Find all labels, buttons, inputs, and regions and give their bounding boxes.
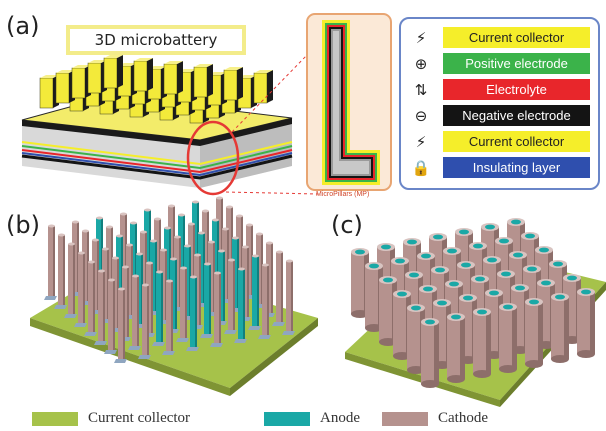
panel-c-cylinder-array: [351, 218, 595, 388]
legend-cathode: Cathode: [382, 410, 488, 427]
anode-swatch: [264, 411, 310, 426]
legend-label-current-collector: Current collector: [88, 410, 191, 426]
legend-row-current-collector-top: ⚡ Current collector: [409, 27, 590, 48]
cathode-swatch: [382, 411, 428, 426]
legend-label-cathode: Cathode: [438, 410, 488, 426]
legend-bar: Negative electrode: [443, 105, 590, 126]
lock-icon: 🔒: [411, 158, 431, 177]
legend-bar: Current collector: [443, 27, 590, 48]
legend-bar: Insulating layer: [443, 157, 590, 178]
legend-label: Negative electrode: [462, 108, 571, 123]
legend-label: Current collector: [468, 134, 565, 149]
legend-label-anode: Anode: [320, 410, 360, 426]
micropillar-caption: MicroPillars (MP): [316, 191, 370, 198]
legend-row-electrolyte: ⇅ Electrolyte: [409, 79, 590, 100]
legend-row-positive-electrode: ⊕ Positive electrode: [409, 53, 590, 74]
legend-anode: Anode: [264, 410, 360, 427]
legend-label: Current collector: [468, 30, 565, 45]
panel-b-pillar-array: [44, 196, 295, 363]
highlight-ellipse: [186, 120, 240, 196]
legend-bar: Electrolyte: [443, 79, 590, 100]
panel-label-c: (c): [331, 211, 363, 239]
legend-row-current-collector-bottom: ⚡ Current collector: [409, 131, 590, 152]
legend-label: Electrolyte: [486, 82, 547, 97]
legend-row-negative-electrode: ⊖ Negative electrode: [409, 105, 590, 126]
legend-row-insulating-layer: 🔒 Insulating layer: [409, 157, 590, 178]
panel-label-a: (a): [6, 12, 40, 40]
legend-label: Insulating layer: [472, 160, 561, 175]
plus-circle-icon: ⊕: [414, 54, 428, 73]
legend-current-collector: Current collector: [32, 410, 190, 427]
lightning-icon: ⚡: [415, 132, 427, 151]
minus-circle-icon: ⊖: [414, 106, 428, 125]
micropillar-cross-section: [306, 13, 392, 191]
micropillar-array: [39, 55, 273, 124]
microbattery-title: 3D microbattery: [66, 25, 246, 55]
microbattery-title-text: 3D microbattery: [94, 31, 218, 49]
panel-label-b: (b): [6, 211, 40, 239]
legend-bar: Current collector: [443, 131, 590, 152]
current-collector-swatch: [32, 411, 78, 426]
microbattery-substrate: [21, 95, 293, 188]
legend-label: Positive electrode: [465, 56, 568, 71]
lightning-icon: ⚡: [415, 28, 427, 47]
layer-legend: ⚡ Current collector ⊕ Positive electrode…: [399, 17, 600, 190]
arrows-icon: ⇅: [414, 80, 428, 99]
legend-bar: Positive electrode: [443, 53, 590, 74]
